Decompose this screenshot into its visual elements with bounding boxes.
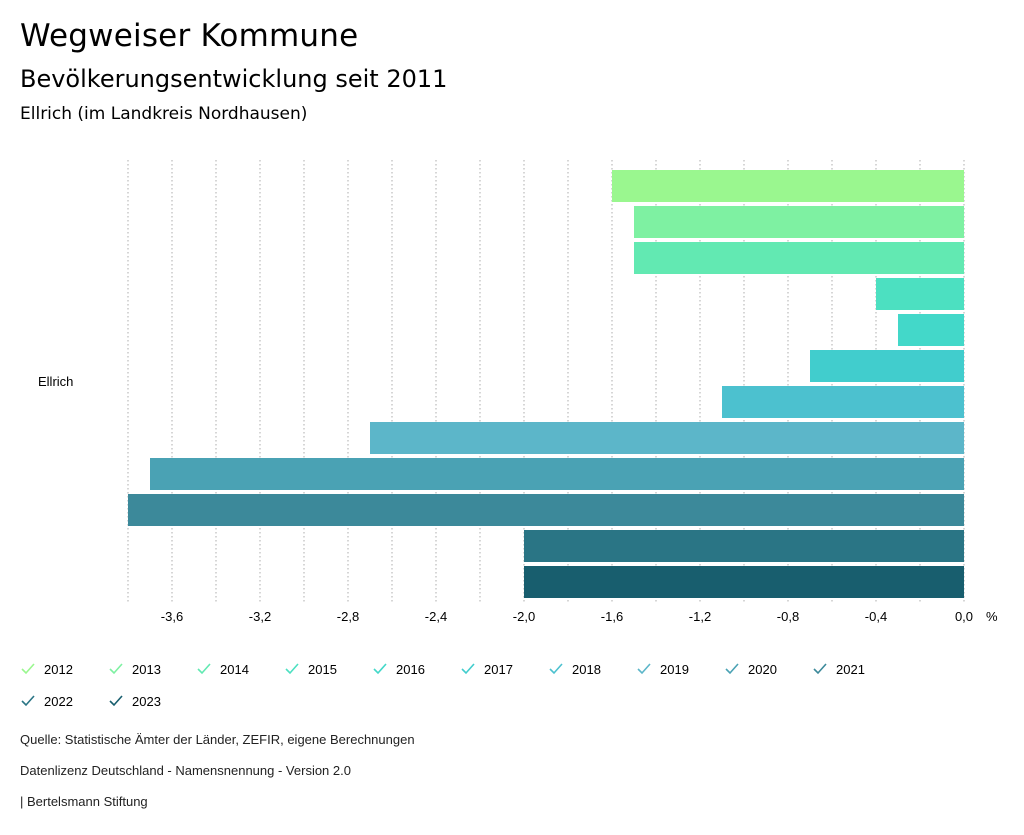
x-tick-label: -2,4	[425, 609, 447, 624]
bar-2016	[898, 314, 964, 346]
legend-item-2020[interactable]: 2020	[724, 655, 777, 683]
region-label: Ellrich (im Landkreis Nordhausen)	[20, 104, 308, 124]
checkmark-icon	[549, 663, 563, 675]
x-tick-label: -3,2	[249, 609, 271, 624]
legend-label: 2012	[44, 661, 73, 677]
legend-label: 2015	[308, 661, 337, 677]
checkmark-icon	[637, 663, 651, 675]
publisher-note: | Bertelsmann Stiftung	[20, 794, 148, 809]
checkmark-icon	[285, 663, 299, 675]
checkmark-icon	[725, 663, 739, 675]
legend-label: 2018	[572, 661, 601, 677]
legend-label: 2023	[132, 693, 161, 709]
source-note: Quelle: Statistische Ämter der Länder, Z…	[20, 732, 415, 747]
checkmark-icon	[21, 663, 35, 675]
checkmark-icon	[197, 663, 211, 675]
legend-label: 2013	[132, 661, 161, 677]
checkmark-icon	[813, 663, 827, 675]
bar-2021	[128, 494, 964, 526]
bar-2012	[612, 170, 964, 202]
legend-item-2018[interactable]: 2018	[548, 655, 601, 683]
checkmark-icon	[461, 663, 475, 675]
x-tick-label: -2,0	[513, 609, 535, 624]
x-tick-label: -2,8	[337, 609, 359, 624]
chart-subtitle: Bevölkerungsentwicklung seit 2011	[20, 65, 448, 93]
legend-item-2021[interactable]: 2021	[812, 655, 865, 683]
license-note: Datenlizenz Deutschland - Namensnennung …	[20, 763, 351, 778]
legend-item-2012[interactable]: 2012	[20, 655, 73, 683]
bar-2022	[524, 530, 964, 562]
x-tick-label: -0,4	[865, 609, 887, 624]
legend-label: 2017	[484, 661, 513, 677]
legend-item-2016[interactable]: 2016	[372, 655, 425, 683]
legend-item-2013[interactable]: 2013	[108, 655, 161, 683]
bar-2020	[150, 458, 964, 490]
legend-item-2015[interactable]: 2015	[284, 655, 337, 683]
page-title: Wegweiser Kommune	[20, 18, 359, 54]
bar-2013	[634, 206, 964, 238]
bar-2023	[524, 566, 964, 598]
bar-2014	[634, 242, 964, 274]
checkmark-icon	[373, 663, 387, 675]
legend-item-2023[interactable]: 2023	[108, 687, 161, 715]
legend-label: 2014	[220, 661, 249, 677]
legend-label: 2021	[836, 661, 865, 677]
bar-2015	[876, 278, 964, 310]
x-tick-label: -0,8	[777, 609, 799, 624]
legend-item-2017[interactable]: 2017	[460, 655, 513, 683]
legend-item-2019[interactable]: 2019	[636, 655, 689, 683]
checkmark-icon	[109, 695, 123, 707]
legend-label: 2020	[748, 661, 777, 677]
legend-item-2014[interactable]: 2014	[196, 655, 249, 683]
checkmark-icon	[109, 663, 123, 675]
x-tick-label: 0,0	[955, 609, 973, 624]
x-tick-label: -1,2	[689, 609, 711, 624]
bar-2018	[722, 386, 964, 418]
category-label: Ellrich	[38, 374, 73, 389]
legend-item-2022[interactable]: 2022	[20, 687, 73, 715]
legend-label: 2022	[44, 693, 73, 709]
bar-chart: Ellrich -3,6 -3,2 -2,8 -2,4 -2,0 -1,6 -1,2 -0,8 -…	[38, 160, 998, 624]
legend-label: 2019	[660, 661, 689, 677]
legend-label: 2016	[396, 661, 425, 677]
bar-2019	[370, 422, 964, 454]
x-tick-label: -3,6	[161, 609, 183, 624]
checkmark-icon	[21, 695, 35, 707]
bar-2017	[810, 350, 964, 382]
x-unit-label: %	[986, 609, 998, 624]
x-tick-label: -1,6	[601, 609, 623, 624]
